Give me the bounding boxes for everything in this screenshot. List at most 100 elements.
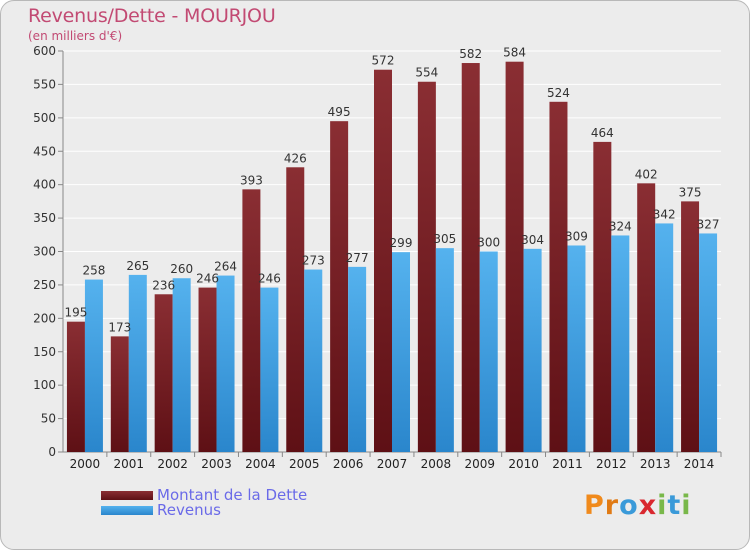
x-tick-label: 2013 <box>640 457 671 471</box>
x-tick-label: 2012 <box>596 457 627 471</box>
bar-dette <box>461 63 480 452</box>
bar-revenus <box>611 235 630 452</box>
x-tick-label: 2010 <box>508 457 539 471</box>
bar-dette <box>154 294 173 452</box>
bar-dette <box>505 61 524 453</box>
logo-letter: o <box>619 490 639 521</box>
bar-revenus <box>216 275 235 452</box>
bar-dette <box>198 287 217 452</box>
y-tick-label: 400 <box>33 178 56 192</box>
bar-dette <box>417 81 436 452</box>
bar-revenus <box>392 252 410 452</box>
legend-swatch-revenus <box>101 506 153 515</box>
y-tick-label: 50 <box>41 412 56 426</box>
x-tick-label: 2014 <box>684 457 715 471</box>
bar-dette <box>549 101 568 452</box>
bar-dette <box>681 201 700 452</box>
y-tick-label: 200 <box>33 311 56 325</box>
data-label: 277 <box>346 251 369 265</box>
logo-letter: r <box>604 490 620 521</box>
data-label: 393 <box>240 173 263 187</box>
x-tick-label: 2005 <box>289 457 320 471</box>
bars <box>66 61 718 453</box>
data-label: 426 <box>284 151 307 165</box>
bar-revenus <box>699 233 718 452</box>
data-label: 260 <box>170 262 193 276</box>
data-label: 265 <box>126 259 149 273</box>
data-label: 524 <box>547 86 570 100</box>
data-label: 299 <box>390 236 413 250</box>
data-label: 582 <box>459 47 482 61</box>
x-tick-label: 2008 <box>421 457 452 471</box>
y-tick-label: 500 <box>33 111 56 125</box>
x-tick-label: 2004 <box>245 457 276 471</box>
bar-revenus <box>260 287 279 452</box>
x-tick-label: 2003 <box>201 457 232 471</box>
logo-letter: x <box>638 490 658 521</box>
x-tick-label: 2007 <box>377 457 408 471</box>
x-tick-label: 2001 <box>114 457 145 471</box>
data-label: 173 <box>108 320 131 334</box>
bar-revenus <box>348 266 367 452</box>
x-tick-label: 2000 <box>70 457 101 471</box>
bar-revenus <box>172 278 191 452</box>
data-label: 300 <box>477 236 500 250</box>
data-label: 236 <box>152 278 175 292</box>
bar-revenus <box>523 248 542 452</box>
data-label: 327 <box>697 217 720 231</box>
bar-revenus <box>479 251 498 452</box>
data-label: 258 <box>82 264 105 278</box>
y-tick-label: 450 <box>33 144 56 158</box>
proxiti-logo: Proxiti <box>584 490 692 521</box>
y-tick-label: 100 <box>33 378 56 392</box>
bar-revenus <box>304 269 323 452</box>
data-label: 324 <box>609 219 632 233</box>
labels: 0 50 100 150 200 250 300 350 400 450 500 550 600 2000… <box>33 44 719 471</box>
y-tick-label: 0 <box>48 445 56 459</box>
data-label: 554 <box>415 66 438 80</box>
logo-letter: i <box>681 490 692 521</box>
bar-revenus <box>567 245 586 452</box>
bar-dette <box>110 336 129 452</box>
y-tick-label: 600 <box>33 44 56 58</box>
data-label: 264 <box>214 260 237 274</box>
y-tick-label: 550 <box>33 77 56 91</box>
data-label: 402 <box>635 167 658 181</box>
chart-title: Revenus/Dette - MOURJOU <box>28 5 276 27</box>
data-label: 309 <box>565 229 588 243</box>
bar-dette <box>330 121 349 453</box>
data-label: 195 <box>64 306 87 320</box>
legend-label-debt: Montant de la Dette <box>157 486 308 504</box>
bar-revenus <box>655 223 674 452</box>
data-label: 495 <box>328 105 351 119</box>
y-tick-label: 250 <box>33 278 56 292</box>
data-label: 584 <box>503 46 526 60</box>
legend-label-revenus: Revenus <box>157 501 221 519</box>
bar-dette <box>66 321 85 452</box>
data-label: 464 <box>591 126 614 140</box>
x-tick-label: 2006 <box>333 457 364 471</box>
data-label: 572 <box>372 54 395 68</box>
bar-revenus <box>435 248 454 452</box>
y-tick-label: 300 <box>33 245 56 259</box>
bar-dette <box>286 167 305 453</box>
bar-dette <box>374 69 392 453</box>
legend-swatch-debt <box>101 491 153 500</box>
data-label: 304 <box>521 233 544 247</box>
y-tick-label: 150 <box>33 345 56 359</box>
bar-dette <box>637 183 656 452</box>
data-label: 246 <box>258 272 281 286</box>
data-label: 375 <box>679 185 702 199</box>
logo-letter: t <box>667 490 682 521</box>
x-tick-label: 2009 <box>464 457 495 471</box>
x-tick-label: 2011 <box>552 457 583 471</box>
bar-dette <box>593 141 612 453</box>
logo-letter: P <box>584 490 605 521</box>
chart-subtitle: (en milliers d'€) <box>28 29 123 43</box>
data-label: 246 <box>196 272 219 286</box>
data-label: 342 <box>653 207 676 221</box>
bar-revenus <box>128 274 147 452</box>
bar-revenus <box>84 279 103 452</box>
